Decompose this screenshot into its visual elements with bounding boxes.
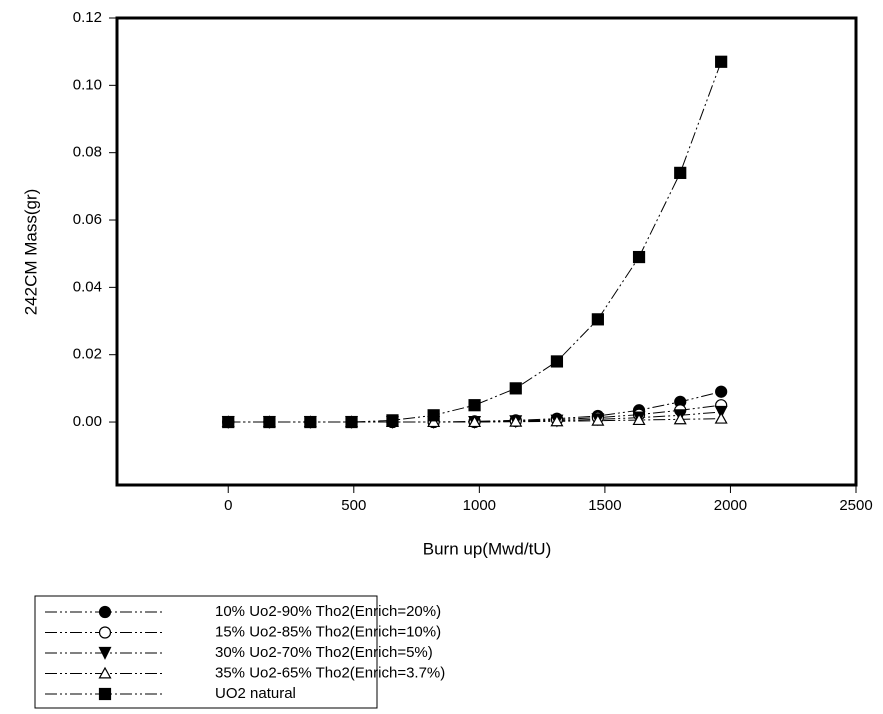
legend-box bbox=[34, 595, 378, 709]
y-tick-label: 0.08 bbox=[73, 144, 102, 161]
legend-label: 35% Uo2-65% Tho2(Enrich=3.7%) bbox=[215, 664, 445, 681]
x-tick-label: 1000 bbox=[463, 497, 496, 514]
marker bbox=[715, 385, 728, 398]
marker bbox=[427, 415, 441, 428]
y-tick-label: 0.04 bbox=[73, 278, 102, 295]
marker bbox=[591, 313, 604, 326]
marker bbox=[427, 409, 440, 422]
marker bbox=[263, 415, 276, 429]
legend-label: 15% Uo2-85% Tho2(Enrich=10%) bbox=[215, 623, 441, 640]
x-tick-label: 1500 bbox=[588, 497, 621, 514]
marker bbox=[222, 415, 235, 429]
y-tick-label: 0.06 bbox=[73, 211, 102, 228]
marker bbox=[345, 415, 358, 429]
marker bbox=[509, 382, 522, 395]
marker bbox=[550, 355, 564, 368]
legend-marker bbox=[98, 687, 112, 701]
y-tick-label: 0.10 bbox=[73, 76, 102, 93]
marker bbox=[632, 250, 646, 264]
series-line bbox=[228, 61, 722, 423]
plot-frame bbox=[115, 16, 858, 487]
x-tick-label: 2000 bbox=[714, 497, 747, 514]
x-tick-label: 2500 bbox=[839, 497, 872, 514]
legend-marker bbox=[98, 626, 112, 639]
marker bbox=[591, 413, 605, 426]
marker bbox=[304, 415, 317, 429]
marker bbox=[468, 415, 482, 428]
legend-label: 30% Uo2-70% Tho2(Enrich=5%) bbox=[215, 644, 433, 661]
x-tick-label: 0 bbox=[224, 497, 232, 514]
x-axis-label: Burn up(Mwd/tU) bbox=[423, 539, 551, 558]
marker bbox=[714, 411, 728, 424]
x-tick-label: 500 bbox=[341, 497, 366, 514]
legend-label: UO2 natural bbox=[215, 685, 296, 702]
marker bbox=[673, 412, 687, 425]
legend-label: 10% Uo2-90% Tho2(Enrich=20%) bbox=[215, 603, 441, 620]
y-tick-label: 0.12 bbox=[73, 9, 102, 26]
legend-marker bbox=[98, 646, 112, 660]
legend-marker bbox=[98, 666, 112, 679]
legend-marker bbox=[98, 605, 112, 619]
y-tick-label: 0.00 bbox=[73, 413, 102, 430]
marker bbox=[674, 166, 687, 179]
marker bbox=[715, 55, 728, 68]
y-tick-label: 0.02 bbox=[73, 346, 102, 363]
marker bbox=[468, 399, 481, 412]
marker bbox=[509, 414, 523, 427]
marker bbox=[550, 414, 564, 427]
marker bbox=[386, 414, 399, 427]
marker bbox=[632, 413, 646, 426]
y-axis-label: 242CM Mass(gr) bbox=[21, 189, 40, 316]
